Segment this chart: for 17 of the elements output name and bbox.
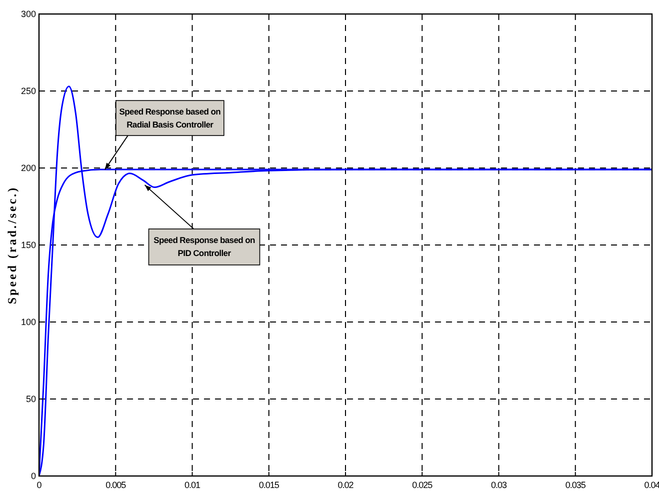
y-tick-label: 150 <box>20 240 36 250</box>
x-tick-label: 0.035 <box>565 480 586 490</box>
y-axis-title: Speed (rad./sec.) <box>5 186 19 304</box>
y-tick-label: 50 <box>26 394 36 404</box>
y-tick-label: 250 <box>20 86 36 96</box>
y-tick-label: 100 <box>20 317 36 327</box>
x-tick-label: 0.01 <box>184 480 200 490</box>
annotation: Speed Response based on PID Controller <box>154 234 255 258</box>
y-tick-label: 200 <box>20 163 36 173</box>
y-tick-label: 0 <box>30 471 36 481</box>
x-tick-label: 0.025 <box>412 480 433 490</box>
x-tick-label: 0.02 <box>338 480 354 490</box>
y-tick-label: 300 <box>20 9 36 19</box>
annotation: Speed Response based on Radial Basis Controller <box>119 106 221 130</box>
x-tick-label: 0.005 <box>106 480 126 490</box>
x-tick-label: 0.015 <box>258 480 280 490</box>
x-tick-label: 0.03 <box>490 480 507 490</box>
